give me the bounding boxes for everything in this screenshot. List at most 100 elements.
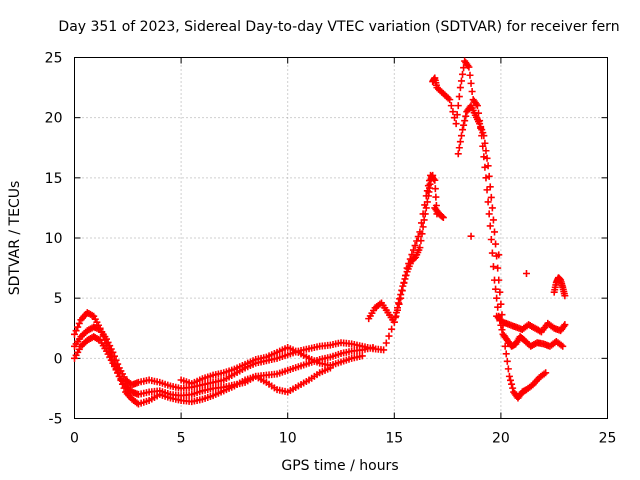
y-tick-label: 0 bbox=[54, 351, 63, 367]
data-point bbox=[495, 251, 503, 259]
data-point bbox=[439, 214, 447, 222]
data-point bbox=[401, 275, 409, 283]
data-point bbox=[487, 193, 495, 201]
grid-lines bbox=[74, 57, 608, 419]
data-point bbox=[114, 368, 122, 376]
data-point bbox=[392, 309, 400, 317]
data-point bbox=[99, 332, 107, 340]
y-tick-label: -5 bbox=[49, 412, 63, 428]
data-point bbox=[71, 330, 78, 338]
data-point bbox=[96, 324, 104, 332]
data-point bbox=[385, 332, 393, 340]
data-point bbox=[402, 271, 410, 279]
data-point bbox=[358, 352, 366, 360]
data-point bbox=[110, 361, 118, 369]
data-point bbox=[489, 216, 497, 224]
data-point bbox=[457, 77, 465, 85]
data-point bbox=[456, 138, 464, 146]
series-track-9 bbox=[431, 204, 569, 300]
data-point bbox=[112, 365, 120, 373]
x-tick-label: 5 bbox=[177, 431, 186, 447]
data-point bbox=[491, 228, 499, 236]
data-point bbox=[431, 185, 439, 193]
series-track-4 bbox=[177, 344, 366, 388]
data-point bbox=[104, 344, 112, 352]
data-point bbox=[454, 102, 462, 110]
series-track-3 bbox=[71, 309, 334, 408]
data-point bbox=[486, 222, 494, 230]
data-point bbox=[498, 326, 506, 334]
data-point bbox=[488, 204, 496, 212]
data-point bbox=[455, 144, 463, 152]
data-point bbox=[449, 108, 457, 116]
data-point bbox=[447, 102, 455, 110]
data-point bbox=[400, 279, 408, 287]
data-point bbox=[416, 244, 424, 252]
axis-ticks: 0 5 10 15 20 25 -5 0 5 10 15 20 25 bbox=[45, 51, 617, 447]
data-point bbox=[438, 213, 446, 221]
data-point bbox=[459, 126, 467, 134]
data-point bbox=[380, 346, 388, 354]
chart-title: Day 351 of 2023, Sidereal Day-to-day VTE… bbox=[58, 19, 619, 35]
data-point bbox=[464, 62, 472, 70]
data-point bbox=[382, 339, 390, 347]
data-point bbox=[559, 342, 567, 350]
y-tick-label: 5 bbox=[54, 291, 63, 307]
data-point bbox=[509, 384, 517, 392]
data-point bbox=[561, 292, 569, 300]
x-tick-label: 25 bbox=[599, 431, 617, 447]
data-point bbox=[74, 323, 82, 331]
data-point bbox=[467, 232, 475, 240]
data-point bbox=[503, 357, 511, 365]
data-point bbox=[480, 153, 488, 161]
data-point bbox=[506, 376, 514, 384]
series-track-8 bbox=[493, 312, 569, 336]
data-point bbox=[468, 87, 476, 95]
data-point bbox=[504, 365, 512, 373]
data-point bbox=[456, 84, 464, 92]
data-point bbox=[115, 372, 123, 380]
series-track-7 bbox=[454, 102, 550, 402]
data-point bbox=[484, 198, 492, 206]
data-point bbox=[465, 63, 473, 71]
data-point bbox=[390, 318, 398, 326]
data-point bbox=[495, 276, 503, 284]
data-point bbox=[118, 380, 126, 388]
data-point bbox=[393, 304, 401, 312]
data-point bbox=[484, 162, 492, 170]
data-point bbox=[497, 300, 505, 308]
data-point bbox=[481, 139, 489, 147]
data-point bbox=[522, 269, 530, 277]
data-point bbox=[496, 288, 504, 296]
data-point bbox=[452, 120, 460, 128]
data-point bbox=[432, 193, 440, 201]
data-point bbox=[414, 232, 422, 240]
data-point bbox=[498, 311, 506, 319]
data-point bbox=[117, 376, 125, 384]
data-point bbox=[75, 319, 83, 327]
data-point bbox=[461, 117, 469, 125]
y-axis-label: SDTVAR / TECUs bbox=[7, 181, 23, 296]
data-point bbox=[486, 183, 494, 191]
data-point bbox=[98, 328, 106, 336]
data-point bbox=[454, 150, 462, 158]
data-point bbox=[492, 240, 500, 248]
data-point bbox=[101, 336, 109, 344]
data-point bbox=[429, 171, 437, 179]
data-point bbox=[480, 132, 488, 140]
x-tick-label: 15 bbox=[385, 431, 403, 447]
data-point bbox=[397, 291, 405, 299]
data-point bbox=[417, 237, 425, 245]
data-point bbox=[494, 264, 502, 272]
data-point bbox=[561, 321, 569, 329]
data-point bbox=[419, 223, 427, 231]
data-point bbox=[391, 313, 399, 321]
data-point bbox=[485, 210, 493, 218]
y-tick-label: 20 bbox=[45, 111, 63, 127]
data-point bbox=[459, 70, 467, 78]
data-point bbox=[422, 204, 430, 212]
data-point bbox=[460, 121, 468, 129]
data-point bbox=[455, 93, 463, 101]
x-axis-label: GPS time / hours bbox=[281, 458, 398, 474]
series-track-6 bbox=[429, 57, 567, 350]
